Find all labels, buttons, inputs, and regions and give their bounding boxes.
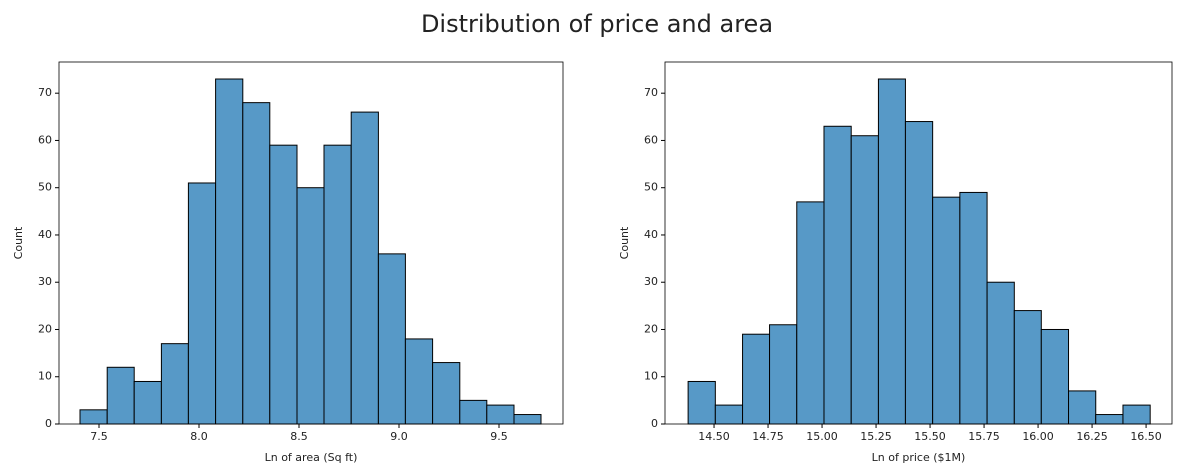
bar: [769, 324, 798, 425]
bar: [296, 187, 325, 425]
y-tick-label: 40: [38, 228, 52, 241]
y-tick-label: 20: [38, 322, 52, 335]
x-axis-label: Ln of area (Sq ft): [265, 451, 358, 464]
bar: [986, 281, 1015, 425]
plot-frame: [664, 61, 1173, 425]
x-tick-label: 8.0: [190, 430, 208, 443]
bar: [959, 191, 988, 425]
y-tick-label: 60: [644, 133, 658, 146]
y-tick-label: 10: [38, 370, 52, 383]
bar: [877, 78, 906, 425]
y-tick-label: 10: [644, 370, 658, 383]
bar: [714, 404, 744, 425]
y-tick-label: 60: [38, 133, 52, 146]
bar: [350, 111, 379, 425]
y-tick-label: 70: [644, 86, 658, 99]
x-tick-label: 15.50: [914, 430, 946, 443]
bar: [742, 333, 771, 425]
x-tick-label: 15.25: [860, 430, 892, 443]
bar: [106, 366, 135, 425]
bar: [904, 121, 934, 425]
bar: [796, 201, 825, 425]
x-tick-label: 7.5: [90, 430, 108, 443]
x-tick-label: 16.00: [1022, 430, 1054, 443]
bar: [323, 144, 352, 425]
bar: [269, 144, 298, 425]
bar: [1013, 310, 1042, 425]
bar: [404, 338, 434, 425]
x-tick-label: 15.00: [806, 430, 838, 443]
x-tick-label: 15.75: [968, 430, 1000, 443]
bar: [1068, 390, 1097, 425]
bar: [133, 380, 162, 425]
x-tick-label: 9.5: [490, 430, 508, 443]
bar: [850, 135, 879, 425]
y-tick-label: 30: [38, 275, 52, 288]
bar: [242, 102, 271, 425]
bar: [513, 414, 542, 425]
bar: [459, 399, 488, 425]
bar: [1095, 414, 1124, 425]
bar: [187, 182, 217, 425]
y-axis-label: Count: [618, 226, 631, 259]
bar: [823, 125, 852, 425]
bar: [160, 343, 189, 425]
x-tick-label: 14.75: [752, 430, 784, 443]
bar: [932, 196, 961, 425]
x-tick-label: 8.5: [290, 430, 308, 443]
bar: [486, 404, 515, 425]
plot-frame: [58, 61, 564, 425]
bar: [1040, 328, 1070, 425]
bar: [79, 409, 108, 425]
y-tick-label: 0: [651, 417, 658, 430]
x-tick-label: 16.50: [1130, 430, 1162, 443]
y-tick-label: 40: [644, 228, 658, 241]
y-tick-label: 30: [644, 275, 658, 288]
y-tick-label: 0: [45, 417, 52, 430]
y-tick-label: 20: [644, 322, 658, 335]
bar: [377, 253, 406, 425]
x-tick-label: 9.0: [390, 430, 408, 443]
y-tick-label: 50: [644, 181, 658, 194]
bar: [1122, 404, 1151, 425]
bar: [687, 380, 716, 425]
figure-title: Distribution of price and area: [421, 10, 773, 38]
bar: [432, 362, 461, 425]
bar: [215, 78, 244, 425]
y-tick-label: 50: [38, 181, 52, 194]
x-axis-label: Ln of price ($1M): [872, 451, 966, 464]
y-axis-label: Count: [12, 226, 25, 259]
x-tick-label: 14.50: [698, 430, 730, 443]
x-tick-label: 16.25: [1076, 430, 1108, 443]
y-tick-label: 70: [38, 86, 52, 99]
